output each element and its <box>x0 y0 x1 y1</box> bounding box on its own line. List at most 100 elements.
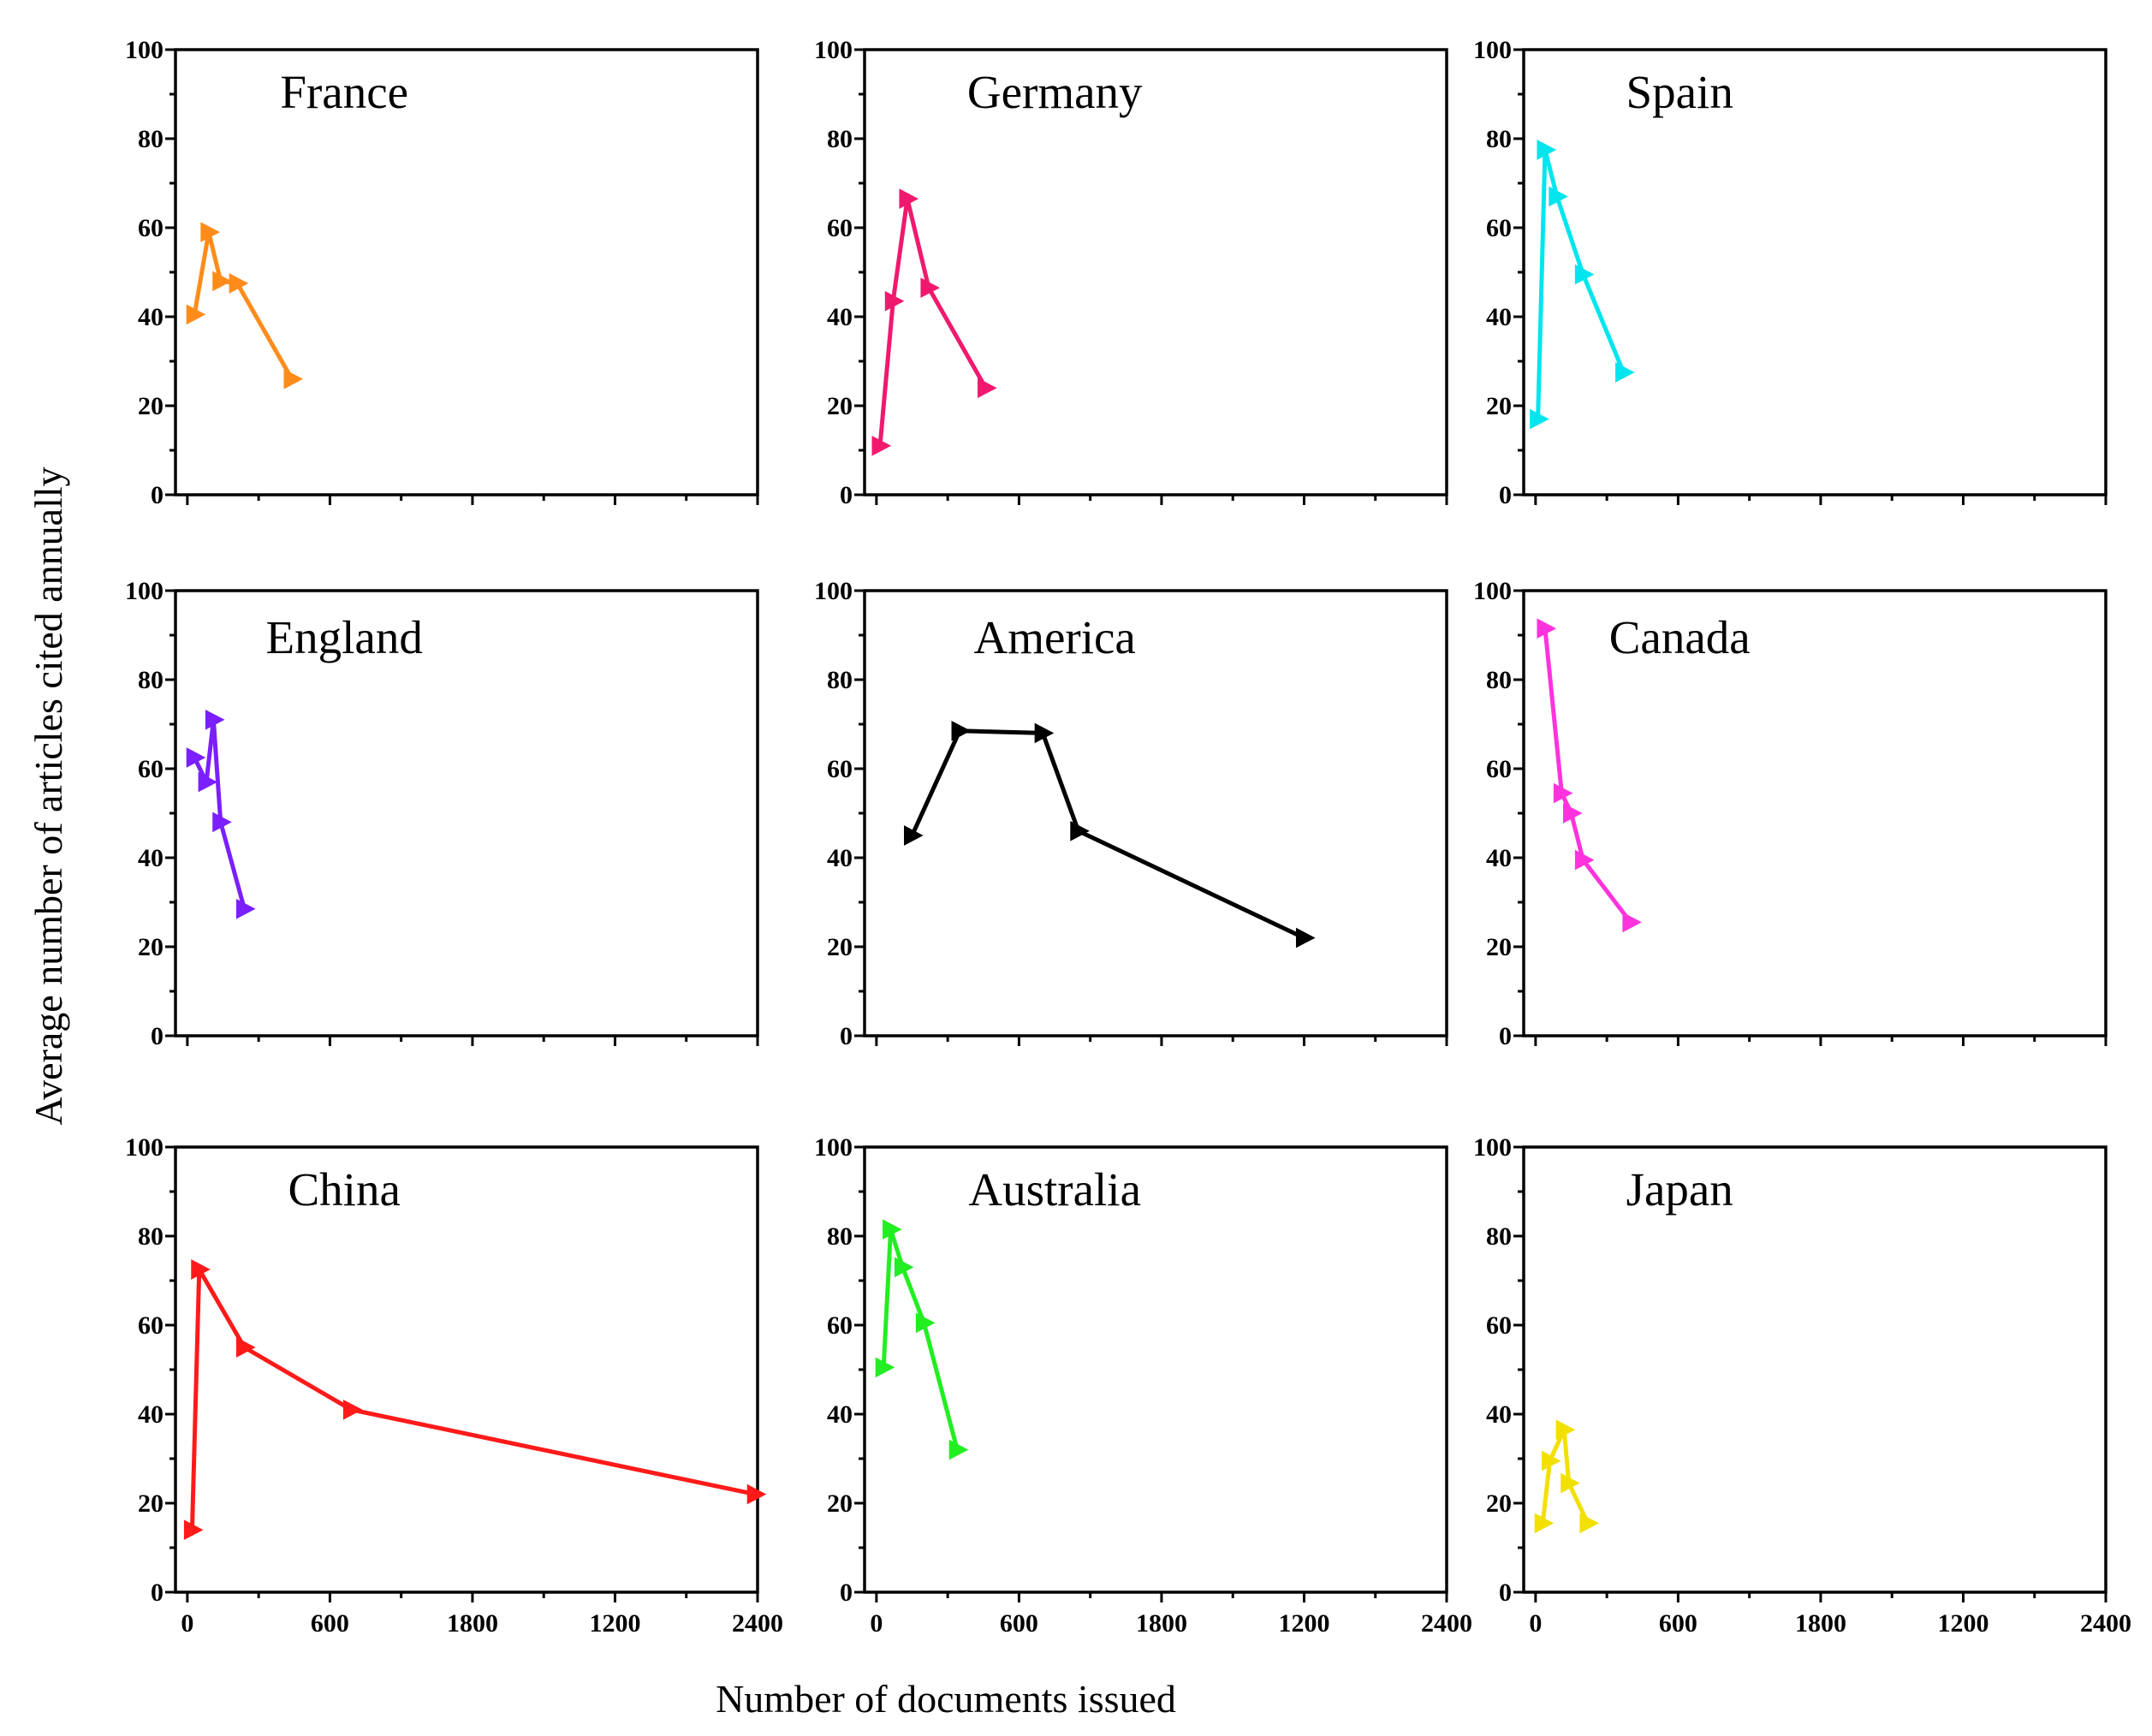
y-tick-label: 20 <box>138 1489 163 1518</box>
plot-frame <box>174 589 759 1037</box>
data-point-australia <box>883 1219 902 1240</box>
y-tick-label: 0 <box>1499 1022 1512 1050</box>
x-tick-label: 600 <box>1000 1609 1038 1638</box>
data-point-spain <box>1574 264 1595 285</box>
panel-title: America <box>974 611 1136 663</box>
plot-frame <box>1522 48 2107 496</box>
y-tick-label: 100 <box>1473 36 1512 64</box>
data-point-spain <box>1615 362 1635 383</box>
y-tick-label: 40 <box>1486 1400 1512 1429</box>
y-tick-label: 80 <box>1486 125 1512 153</box>
panel-china: 0 20 40 60 80 100 0 600 1800 1200 2400 China <box>125 1133 783 1638</box>
panel-title: Japan <box>1626 1163 1733 1216</box>
panel-title: China <box>288 1163 401 1216</box>
data-point-japan <box>1555 1419 1576 1441</box>
y-tick-label: 0 <box>151 1578 163 1607</box>
plot-frame <box>863 589 1448 1037</box>
data-point-canada <box>1563 803 1583 823</box>
y-tick-label: 40 <box>1486 844 1512 872</box>
data-point-france <box>200 222 220 243</box>
y-tick-label: 80 <box>138 125 163 153</box>
x-tick-label: 2400 <box>1421 1609 1472 1638</box>
y-tick-label: 60 <box>827 214 853 242</box>
data-point-australia <box>875 1357 895 1378</box>
panel-title: Germany <box>967 66 1143 118</box>
x-tick-label: 600 <box>1659 1609 1697 1638</box>
x-tick-label: 2400 <box>2080 1609 2131 1638</box>
data-point-china <box>235 1337 256 1358</box>
x-tick-label: 1200 <box>589 1609 640 1638</box>
data-point-australia <box>915 1312 936 1334</box>
data-point-england <box>205 709 225 730</box>
y-tick-label: 0 <box>840 1022 853 1050</box>
x-tick-label: 1200 <box>1278 1609 1329 1638</box>
y-tick-label: 40 <box>827 303 853 331</box>
data-point-germany <box>884 290 905 312</box>
y-tick-label: 60 <box>1486 214 1512 242</box>
data-point-america <box>951 720 972 741</box>
data-point-america <box>1295 927 1316 948</box>
data-point-china <box>746 1483 767 1505</box>
data-point-england <box>235 898 256 919</box>
y-tick-label: 60 <box>1486 1311 1512 1340</box>
data-point-australia <box>894 1257 914 1278</box>
x-tick-label: 1800 <box>1136 1609 1187 1638</box>
y-tick-label: 20 <box>1486 392 1512 420</box>
x-tick-label: 0 <box>1529 1609 1542 1638</box>
panel-spain: 0 20 40 60 80 100 Spain <box>1473 36 2107 509</box>
data-point-china <box>183 1519 204 1541</box>
x-tick-label: 0 <box>870 1609 883 1638</box>
y-tick-label: 40 <box>827 1400 853 1429</box>
y-tick-label: 80 <box>827 1222 853 1251</box>
panel-title: Canada <box>1609 611 1751 663</box>
data-point-france <box>283 368 304 389</box>
y-tick-label: 0 <box>1499 481 1512 509</box>
y-tick-label: 20 <box>138 392 163 420</box>
panel-japan: 0 20 40 60 80 100 0 600 1800 1200 2400 Japan <box>1473 1133 2131 1638</box>
data-point-japan <box>1542 1450 1561 1471</box>
y-tick-label: 20 <box>1486 933 1512 961</box>
y-tick-label: 40 <box>827 844 853 872</box>
data-point-england <box>198 771 218 793</box>
plot-frame <box>863 1145 1448 1594</box>
y-tick-label: 100 <box>125 1133 163 1162</box>
data-point-germany <box>920 277 941 299</box>
data-point-germany <box>871 435 892 456</box>
y-tick-label: 20 <box>138 933 163 961</box>
data-point-canada <box>1574 849 1595 871</box>
y-tick-label: 80 <box>138 1222 163 1251</box>
y-tick-label: 20 <box>827 1489 853 1518</box>
y-tick-label: 80 <box>138 666 163 694</box>
data-point-england <box>212 812 232 833</box>
panel-title: Spain <box>1626 66 1733 118</box>
y-tick-label: 0 <box>840 481 853 509</box>
data-point-china <box>191 1259 211 1280</box>
data-point-canada <box>1553 782 1573 804</box>
series-line-france <box>192 229 294 381</box>
y-tick-label: 80 <box>827 666 853 694</box>
y-tick-label: 0 <box>151 481 163 509</box>
data-point-america <box>904 825 924 846</box>
y-tick-label: 80 <box>1486 1222 1512 1251</box>
plot-frame <box>174 48 759 496</box>
series-line-america <box>910 728 1305 940</box>
y-tick-label: 0 <box>840 1578 853 1607</box>
panel-title: England <box>266 611 423 663</box>
data-point-england <box>186 747 206 768</box>
panel-america: 0 20 40 60 80 100 America <box>814 577 1448 1050</box>
series-line-germany <box>877 196 988 447</box>
y-tick-label: 100 <box>125 577 163 605</box>
y-tick-label: 40 <box>138 303 163 331</box>
series-line-china <box>189 1267 756 1531</box>
y-tick-label: 40 <box>1486 303 1512 331</box>
x-axis-title: Number of documents issued <box>716 1677 1176 1721</box>
panel-title: France <box>280 66 408 118</box>
y-tick-label: 100 <box>125 36 163 64</box>
x-tick-label: 600 <box>311 1609 349 1638</box>
y-tick-label: 100 <box>1473 577 1512 605</box>
y-tick-label: 20 <box>827 392 853 420</box>
y-tick-label: 20 <box>827 933 853 961</box>
panel-france: 0 20 40 60 80 100 France <box>125 36 759 509</box>
data-point-america <box>1034 722 1055 744</box>
